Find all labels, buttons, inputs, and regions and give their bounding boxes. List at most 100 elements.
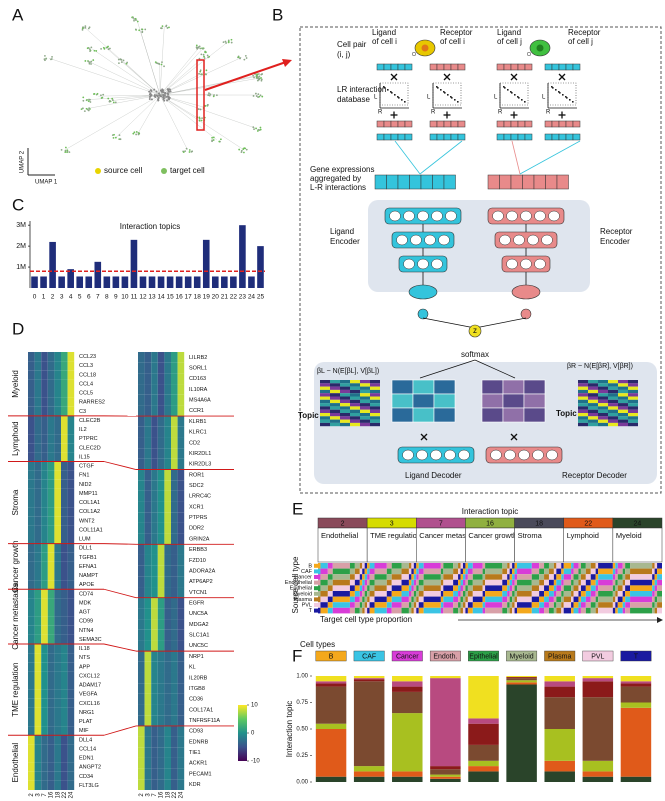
proportion-segment — [512, 579, 515, 586]
vector-cell — [383, 133, 392, 141]
beta-cell — [578, 380, 588, 384]
proportion-segment — [362, 591, 365, 597]
heatmap-cell — [177, 373, 185, 385]
panel-label: D — [12, 319, 24, 338]
heatmap-cell — [138, 651, 145, 662]
umap-point — [109, 47, 111, 50]
proportion-segment — [408, 607, 412, 614]
proportion-segment — [418, 568, 424, 575]
beta-cell — [578, 409, 588, 413]
heatmap-cell — [67, 717, 75, 727]
arrow — [419, 359, 476, 379]
bar-segment — [468, 760, 499, 767]
proportion-segment — [548, 596, 554, 603]
beta-cell — [340, 409, 350, 413]
x-tick-label: 15 — [166, 294, 174, 301]
gene-label: SDC2 — [189, 483, 204, 489]
heatmap-cell — [47, 744, 55, 754]
beta-cell — [598, 380, 608, 384]
proportion-segment — [416, 563, 419, 569]
umap-point — [84, 26, 87, 29]
gene-label: NRP1 — [189, 654, 204, 660]
vector-cell — [390, 120, 399, 128]
heatmap-cell — [28, 534, 35, 544]
proportion-segment — [364, 579, 368, 586]
proportion-segment — [625, 568, 631, 575]
umap-point — [167, 89, 170, 92]
heatmap-cell — [151, 704, 158, 716]
umap-point — [191, 150, 194, 153]
heatmap-cell — [177, 683, 185, 694]
x-tick-label: 13 — [148, 294, 156, 301]
heatmap-cell — [34, 634, 42, 644]
umap-point — [64, 151, 67, 154]
proportion-segment — [580, 579, 586, 586]
proportion-segment — [401, 596, 409, 603]
heatmap-cell — [151, 512, 158, 523]
heatmap-cell — [54, 498, 61, 508]
heatmap-cell — [144, 587, 152, 598]
proportion-segment — [411, 568, 414, 575]
latent-params — [511, 284, 541, 300]
heatmap-cell — [151, 522, 158, 534]
heatmap-cell — [171, 725, 178, 737]
panel-label: F — [292, 646, 302, 665]
proportion-segment — [502, 596, 508, 603]
proportion-segment — [362, 574, 365, 580]
umap-point — [138, 132, 141, 135]
umap-point — [82, 96, 85, 99]
beta-cell — [618, 380, 628, 384]
vector-cell — [397, 63, 406, 71]
heatmap-cell — [138, 725, 145, 737]
proportion-segment — [580, 602, 586, 608]
gene-label: C3 — [79, 409, 86, 415]
label: LR interaction — [337, 85, 386, 94]
umap-edge — [159, 94, 188, 151]
heatmap-cell — [67, 434, 75, 444]
gene-label: NRG1 — [79, 710, 94, 716]
heatmap-cell — [61, 589, 68, 599]
gene-label: LRRC4C — [189, 494, 211, 500]
heatmap-cell — [151, 448, 158, 459]
heatmap-cell — [61, 771, 68, 781]
heatmap-cell — [61, 616, 68, 626]
proportion-segment — [502, 574, 508, 580]
beta-cell — [360, 416, 370, 420]
beta-cell — [608, 416, 618, 420]
umap-point — [122, 59, 125, 62]
heatmap-cell — [54, 717, 61, 727]
heatmap-cell — [171, 405, 178, 417]
heatmap-cell — [138, 693, 145, 705]
vector-cell — [436, 120, 445, 128]
proportion-segment — [548, 585, 554, 591]
bar-segment — [392, 691, 423, 714]
heatmap-cell — [41, 680, 48, 690]
proportion-segment — [617, 574, 623, 580]
vector-cell — [390, 63, 399, 71]
beta-cell — [578, 419, 588, 423]
heatmap-cell — [54, 461, 61, 471]
proportion-segment — [595, 602, 599, 608]
umap-point — [89, 50, 91, 52]
proportion-segment — [580, 596, 586, 603]
bar-segment — [353, 678, 385, 680]
proportion-segment — [440, 602, 444, 608]
vector-cell — [429, 133, 438, 141]
group-divider — [103, 725, 137, 736]
heatmap-cell — [41, 434, 48, 444]
gene-label: IL15 — [79, 454, 90, 460]
proportion-segment — [408, 568, 412, 575]
proportion-segment — [423, 574, 441, 580]
proportion-segment — [458, 591, 461, 597]
proportion-segment — [423, 591, 441, 597]
heatmap-cell — [61, 525, 68, 535]
heatmap-cell — [164, 640, 171, 652]
heatmap-cell — [28, 607, 35, 617]
vector-cell — [383, 120, 392, 128]
heatmap-cell — [177, 458, 185, 470]
heatmap-cell — [34, 370, 42, 380]
proportion-segment — [423, 563, 441, 569]
gene-label: IL2 — [79, 427, 87, 433]
heatmap-cell — [157, 448, 165, 459]
proportion-segment — [617, 568, 623, 575]
